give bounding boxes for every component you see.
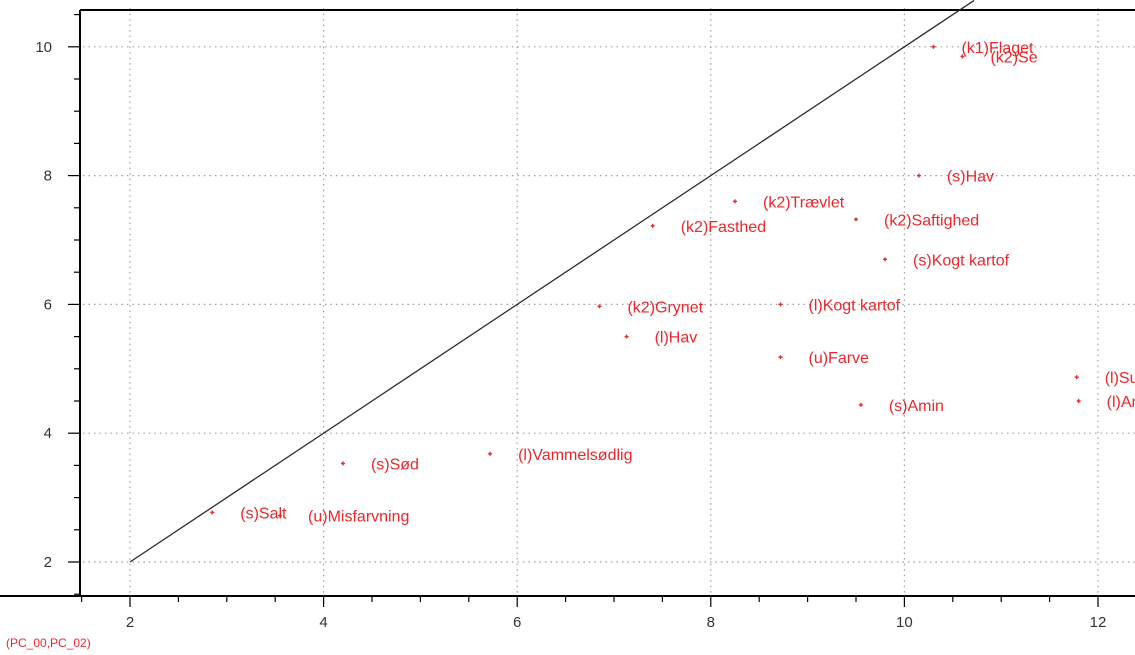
point-label: (k2)Fasthed — [681, 219, 766, 236]
point-label: (s)Kogt kartof — [913, 252, 1010, 269]
x-tick-label: 2 — [126, 614, 134, 631]
y-tick-label: 8 — [44, 168, 52, 185]
point-label: (l)Hav — [655, 330, 698, 347]
data-points: (k1)Flaget(k2)Se (s)Hav (k2)Trævlet (k2)Saf… — [210, 40, 1135, 526]
point-label: (s)Amin — [889, 398, 944, 415]
y-tick-label: 6 — [44, 296, 52, 313]
point-label: (s)Sød — [371, 456, 419, 473]
x-tick-label: 12 — [1090, 614, 1107, 631]
point-label: (s)Hav — [947, 169, 994, 186]
axis-pair-label: (PC_00,PC_02) — [6, 636, 91, 650]
x-tick-label: 10 — [896, 614, 913, 631]
point-label: (u)Misfarvning — [308, 509, 409, 526]
point-label: (u)Farve — [808, 350, 869, 367]
x-tick-label: 4 — [319, 614, 327, 631]
y-tick-label: 10 — [35, 39, 52, 56]
point-label: (k2)Se — [990, 49, 1037, 66]
point-label: (k2)Trævlet — [763, 194, 845, 211]
point-label: (l)Sur — [1105, 370, 1135, 387]
axes: 2 4 6 8 10 2 4 6 8 10 12 — [0, 9, 1135, 631]
point-label: (s)Salt — [240, 505, 287, 522]
reference-line — [129, 0, 975, 563]
y-tick-label: 4 — [44, 425, 52, 442]
reference-line-group — [129, 0, 975, 563]
y-tick-label: 2 — [44, 554, 52, 571]
point-label: (l)Vammelsødlig — [518, 447, 632, 464]
point-label: (l)Amin — [1107, 394, 1135, 411]
point-label: (k2)Grynet — [627, 299, 703, 316]
grid — [71, 8, 1135, 595]
point-label: (l)Kogt kartof — [808, 297, 900, 314]
x-tick-label: 6 — [513, 614, 521, 631]
point-label: (k1)Flaget — [961, 40, 1034, 57]
x-tick-label: 8 — [707, 614, 715, 631]
point-label: (k2)Saftighed — [884, 212, 979, 229]
